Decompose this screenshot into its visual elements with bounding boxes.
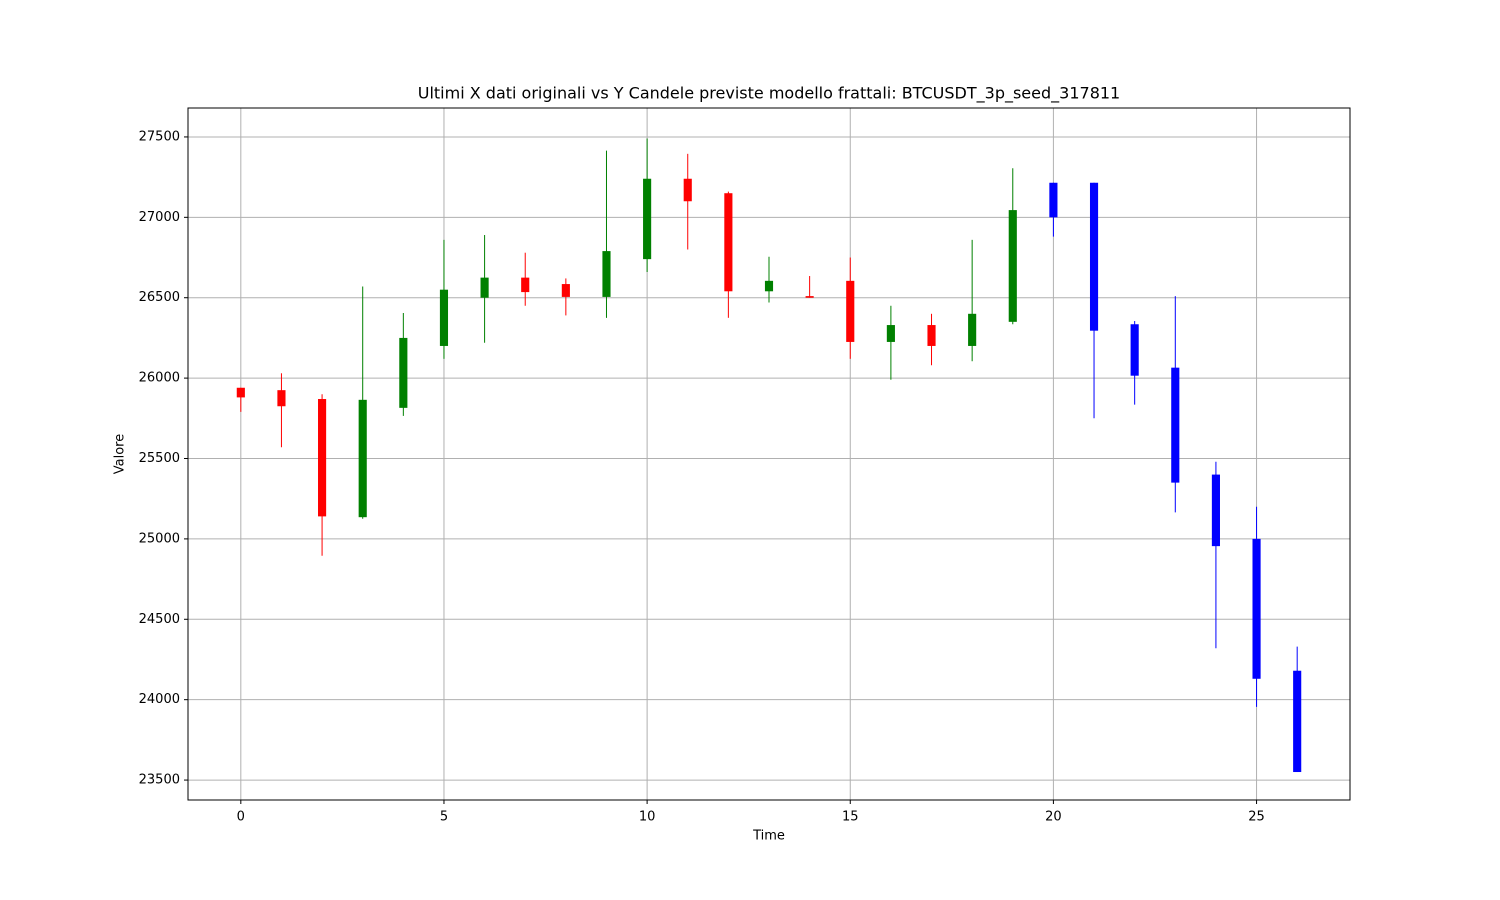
x-axis-label: Time	[752, 829, 785, 844]
candle-body	[846, 280, 855, 342]
candle-body	[1211, 474, 1220, 547]
candle-body	[764, 280, 774, 292]
y-tick-label: 23500	[139, 773, 180, 788]
candle-body	[1049, 182, 1058, 218]
candle-body	[683, 178, 692, 202]
candle-body	[1008, 210, 1017, 322]
candle-body	[1252, 538, 1261, 679]
candle-body	[561, 284, 570, 297]
candle-body	[399, 337, 408, 408]
candle-body	[1130, 324, 1139, 376]
y-axis-label: Valore	[113, 434, 128, 474]
candle-body	[1089, 182, 1099, 331]
candle-body	[724, 193, 733, 292]
candle-body	[927, 325, 936, 346]
candle-body	[1293, 670, 1302, 773]
y-tick-label: 24500	[139, 612, 180, 627]
x-tick-label: 0	[237, 810, 245, 825]
y-tick-label: 27500	[139, 129, 180, 144]
x-tick-label: 20	[1045, 810, 1062, 825]
candle-body	[480, 277, 489, 298]
x-tick-label: 25	[1248, 810, 1265, 825]
y-tick-label: 27000	[139, 210, 180, 225]
candle-body	[602, 251, 611, 297]
x-tick-label: 5	[440, 810, 448, 825]
x-tick-label: 10	[639, 810, 656, 825]
y-tick-label: 25000	[139, 531, 180, 546]
candle-body	[643, 178, 652, 260]
candle-body	[886, 325, 895, 342]
chart-title: Ultimi X dati originali vs Y Candele pre…	[418, 84, 1120, 104]
candle-body	[968, 313, 977, 346]
candles	[236, 138, 1302, 773]
candle-body	[805, 296, 814, 298]
y-tick-label: 26500	[139, 290, 180, 305]
candle-body	[521, 277, 530, 293]
candle-body	[318, 399, 327, 517]
candle-body	[358, 399, 367, 518]
candle-body	[439, 289, 449, 346]
y-tick-label: 25500	[139, 451, 180, 466]
y-tick-label: 26000	[139, 371, 180, 386]
candle-body	[236, 387, 245, 398]
x-tick-label: 15	[842, 810, 859, 825]
candle-body	[277, 390, 286, 407]
candle-body	[1171, 367, 1180, 483]
plot-frame	[187, 107, 1351, 801]
y-tick-label: 24000	[139, 692, 180, 707]
